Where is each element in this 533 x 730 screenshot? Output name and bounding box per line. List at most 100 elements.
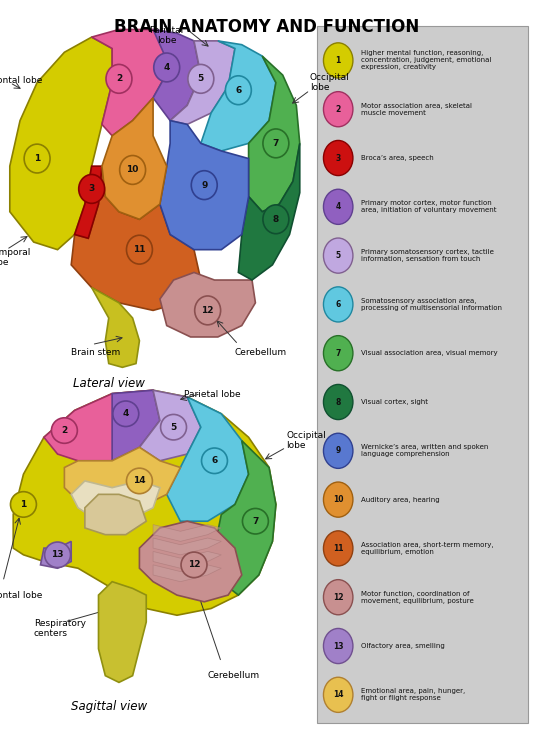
Ellipse shape (324, 580, 353, 615)
Polygon shape (167, 397, 248, 521)
Circle shape (195, 296, 221, 325)
Polygon shape (153, 551, 221, 568)
Polygon shape (92, 29, 174, 136)
Text: 9: 9 (201, 180, 207, 190)
Text: 5: 5 (198, 74, 204, 83)
Text: Visual association area, visual memory: Visual association area, visual memory (361, 350, 498, 356)
Circle shape (126, 235, 152, 264)
Text: 3: 3 (336, 153, 341, 163)
Circle shape (225, 76, 252, 104)
Text: Sagittal view: Sagittal view (71, 699, 147, 712)
Text: Olfactory area, smelling: Olfactory area, smelling (361, 643, 445, 649)
Text: Primary motor cortex, motor function
area, initiation of voluntary movement: Primary motor cortex, motor function are… (361, 200, 497, 213)
Text: 7: 7 (335, 349, 341, 358)
Text: 4: 4 (336, 202, 341, 211)
Polygon shape (102, 98, 167, 219)
Polygon shape (64, 447, 180, 515)
Polygon shape (10, 37, 112, 250)
Ellipse shape (324, 238, 353, 273)
Circle shape (201, 448, 228, 474)
Text: Parietal
lobe: Parietal lobe (150, 26, 184, 45)
Polygon shape (160, 272, 255, 337)
Text: BRAIN ANATOMY AND FUNCTION: BRAIN ANATOMY AND FUNCTION (114, 18, 419, 36)
Circle shape (24, 144, 50, 173)
Polygon shape (85, 494, 146, 534)
Polygon shape (238, 143, 300, 280)
Polygon shape (112, 391, 160, 461)
Text: Auditory area, hearing: Auditory area, hearing (361, 496, 440, 503)
Text: 3: 3 (88, 185, 95, 193)
Text: Occipital
lobe: Occipital lobe (286, 431, 326, 450)
Ellipse shape (324, 92, 353, 127)
Text: 12: 12 (188, 561, 200, 569)
Polygon shape (170, 41, 235, 124)
Polygon shape (248, 56, 300, 212)
Text: Motor association area, skeletal
muscle movement: Motor association area, skeletal muscle … (361, 103, 472, 116)
Text: 1: 1 (20, 500, 27, 509)
Circle shape (243, 509, 269, 534)
Ellipse shape (324, 43, 353, 78)
Polygon shape (71, 166, 201, 310)
Text: 5: 5 (336, 251, 341, 260)
Polygon shape (41, 542, 71, 568)
Text: Cerebellum: Cerebellum (235, 348, 287, 358)
Circle shape (79, 174, 104, 204)
Circle shape (119, 155, 146, 185)
Text: Emotional area, pain, hunger,
fight or flight response: Emotional area, pain, hunger, fight or f… (361, 688, 466, 702)
Circle shape (181, 552, 207, 577)
Text: Broca’s area, speech: Broca’s area, speech (361, 155, 434, 161)
Text: 8: 8 (273, 215, 279, 224)
Text: 2: 2 (61, 426, 68, 435)
Circle shape (263, 205, 289, 234)
Ellipse shape (324, 336, 353, 371)
Text: 10: 10 (126, 166, 139, 174)
Text: 1: 1 (34, 154, 40, 163)
Text: 7: 7 (252, 517, 259, 526)
Text: Brain stem: Brain stem (71, 348, 120, 358)
Ellipse shape (324, 531, 353, 566)
Ellipse shape (324, 287, 353, 322)
Text: Occipital
lobe: Occipital lobe (310, 73, 350, 92)
Text: Frontal lobe: Frontal lobe (0, 591, 43, 599)
Polygon shape (44, 391, 160, 461)
Text: 8: 8 (335, 398, 341, 407)
Circle shape (263, 129, 289, 158)
Polygon shape (153, 565, 221, 582)
Circle shape (188, 64, 214, 93)
Text: 6: 6 (235, 85, 241, 95)
Circle shape (51, 418, 77, 443)
Polygon shape (153, 525, 221, 542)
Text: Motor function, coordination of
movement, equilibrium, posture: Motor function, coordination of movement… (361, 591, 474, 604)
Text: 4: 4 (164, 63, 170, 72)
Text: 13: 13 (333, 642, 343, 650)
Text: 2: 2 (116, 74, 122, 83)
Polygon shape (153, 29, 201, 120)
Text: Temporal
lobe: Temporal lobe (0, 247, 31, 267)
Circle shape (11, 492, 36, 517)
Text: Respiratory
centers: Respiratory centers (34, 619, 86, 638)
Text: 12: 12 (201, 306, 214, 315)
Text: 12: 12 (333, 593, 343, 602)
Circle shape (154, 53, 180, 82)
Text: 11: 11 (333, 544, 343, 553)
Circle shape (160, 415, 187, 440)
Ellipse shape (324, 677, 353, 712)
Polygon shape (140, 521, 242, 602)
Ellipse shape (324, 629, 353, 664)
Text: 13: 13 (51, 550, 64, 559)
Text: 9: 9 (336, 446, 341, 456)
Ellipse shape (324, 433, 353, 469)
Text: 14: 14 (133, 477, 146, 485)
Ellipse shape (324, 385, 353, 420)
Text: 10: 10 (333, 495, 343, 504)
Polygon shape (214, 441, 276, 595)
Polygon shape (153, 538, 221, 555)
Text: Higher mental function, reasoning,
concentration, judgement, emotional
expressio: Higher mental function, reasoning, conce… (361, 50, 492, 70)
Text: 6: 6 (336, 300, 341, 309)
Text: Wernicke’s area, written and spoken
language comprehension: Wernicke’s area, written and spoken lang… (361, 445, 489, 457)
Polygon shape (13, 391, 276, 615)
Ellipse shape (324, 482, 353, 517)
Polygon shape (99, 582, 146, 683)
Text: Primary somatosensory cortex, tactile
information, sensation from touch: Primary somatosensory cortex, tactile in… (361, 249, 494, 262)
Circle shape (126, 468, 152, 493)
